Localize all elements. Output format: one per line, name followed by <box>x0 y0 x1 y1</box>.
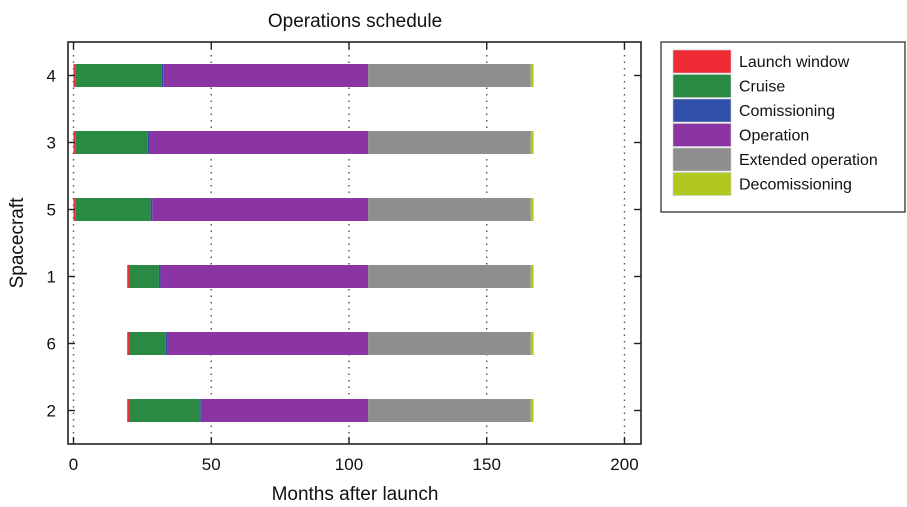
bar-segment-4-extended-operation <box>368 64 531 87</box>
legend-label-cruise: Cruise <box>739 79 785 96</box>
chart-title: Operations schedule <box>268 11 442 32</box>
bar-segment-1-extended-operation <box>368 265 531 288</box>
bar-segment-5-cruise <box>75 198 151 221</box>
bar-segment-2-operation <box>201 399 369 422</box>
x-axis-ticks: 0 50 100 150 200 <box>69 42 639 474</box>
bar-segment-5-comissioning <box>150 198 153 221</box>
bar-segment-4-cruise <box>75 64 162 87</box>
bar-segment-2-comissioning <box>200 399 202 422</box>
bar-segment-3-decomissioning <box>530 131 534 154</box>
legend-swatch-decomissioning <box>672 172 732 196</box>
bar-spacecraft-3 <box>73 131 534 154</box>
y-tick-label-3: 3 <box>47 134 56 153</box>
bar-segment-5-operation <box>152 198 369 221</box>
bar-segment-1-operation <box>160 265 369 288</box>
bar-spacecraft-1 <box>127 265 534 288</box>
bar-segment-1-launch-window <box>127 265 130 288</box>
x-tick-label-0: 0 <box>69 455 78 474</box>
legend: Launch window Cruise Comissioning Operation… <box>660 41 906 213</box>
bar-segment-6-extended-operation <box>368 332 531 355</box>
y-tick-label-1: 1 <box>47 268 56 287</box>
y-axis-ticks: 4 3 5 1 6 2 <box>47 67 641 421</box>
legend-label-extended-operation: Extended operation <box>739 152 878 169</box>
legend-swatch-launch-window <box>672 49 732 74</box>
bar-segment-5-decomissioning <box>530 198 534 221</box>
bar-segment-5-extended-operation <box>368 198 531 221</box>
bar-segment-1-comissioning <box>158 265 161 288</box>
bar-segment-1-cruise <box>129 265 159 288</box>
y-tick-label-6: 6 <box>47 335 56 354</box>
bar-segment-6-decomissioning <box>530 332 534 355</box>
legend-swatch-extended-operation <box>672 147 732 172</box>
bar-segment-4-decomissioning <box>530 64 534 87</box>
bar-segment-2-launch-window <box>127 399 130 422</box>
x-tick-label-100: 100 <box>335 455 363 474</box>
bar-spacecraft-2 <box>127 399 534 422</box>
legend-label-launch-window: Launch window <box>739 54 850 71</box>
y-axis-label: Spacecraft <box>7 197 28 289</box>
bar-segment-6-comissioning <box>165 332 168 355</box>
x-axis-label: Months after launch <box>272 484 439 505</box>
bar-segment-3-cruise <box>75 131 148 154</box>
bar-segment-4-comissioning <box>161 64 164 87</box>
bar-segment-4-operation <box>163 64 369 87</box>
y-tick-label-2: 2 <box>47 402 56 421</box>
grid-layer <box>72 42 626 444</box>
bar-spacecraft-4 <box>73 64 534 87</box>
legend-label-comissioning: Comissioning <box>739 103 835 120</box>
legend-swatch-cruise <box>672 74 732 98</box>
y-tick-label-4: 4 <box>47 67 56 86</box>
bar-segment-3-operation <box>149 131 369 154</box>
x-tick-label-200: 200 <box>610 455 638 474</box>
legend-label-decomissioning: Decomissioning <box>739 177 852 194</box>
bar-segment-2-cruise <box>129 399 201 422</box>
y-tick-label-5: 5 <box>47 201 56 220</box>
bar-segment-3-extended-operation <box>368 131 531 154</box>
bar-segment-3-comissioning <box>147 131 150 154</box>
legend-swatch-operation <box>672 123 732 147</box>
x-tick-label-50: 50 <box>202 455 221 474</box>
bar-spacecraft-6 <box>127 332 534 355</box>
legend-swatch-comissioning <box>672 98 732 123</box>
legend-label-operation: Operation <box>739 128 809 145</box>
bar-spacecraft-5 <box>73 198 534 221</box>
x-tick-label-150: 150 <box>473 455 501 474</box>
bar-segment-6-launch-window <box>127 332 130 355</box>
bar-segment-6-cruise <box>129 332 166 355</box>
bar-segment-1-decomissioning <box>530 265 534 288</box>
bar-segment-6-operation <box>167 332 369 355</box>
bars-layer <box>73 64 534 422</box>
plot-frame <box>67 41 642 445</box>
bar-segment-2-extended-operation <box>368 399 531 422</box>
bar-segment-2-decomissioning <box>530 399 534 422</box>
